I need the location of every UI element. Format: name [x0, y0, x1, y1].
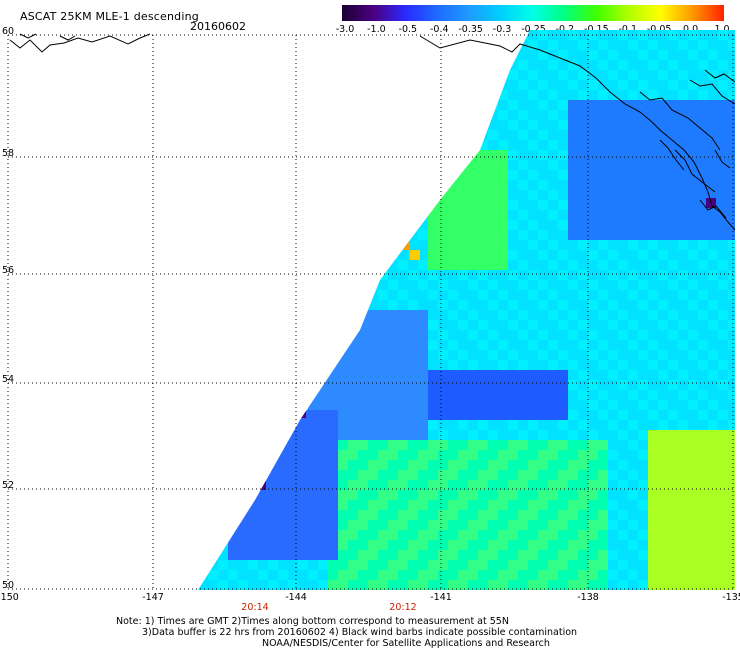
- colorbar-tick-label: -3.0: [335, 24, 355, 35]
- note-line-3: NOAA/NESDIS/Center for Satellite Applica…: [262, 638, 550, 649]
- note-line-1: Note: 1) Times are GMT 2)Times along bot…: [116, 616, 509, 627]
- longitude-label: -138: [577, 592, 599, 603]
- longitude-label: -141: [430, 592, 452, 603]
- colorbar-tick-label: -0.5: [398, 24, 418, 35]
- longitude-label: -150: [0, 592, 19, 603]
- colorbar-tick-label: -0.3: [492, 24, 512, 35]
- latitude-label: 52: [2, 480, 15, 491]
- colorbar-tick-label: -0.25: [521, 24, 546, 35]
- coastline: [9, 33, 736, 231]
- note-line-2: 3)Data buffer is 22 hrs from 20160602 4)…: [142, 627, 578, 638]
- map-date: 20160602: [190, 20, 246, 33]
- colorbar: [342, 5, 724, 21]
- colorbar-tick-label: -1.0: [367, 24, 386, 35]
- latitude-label: 54: [2, 374, 15, 385]
- colorbar-tick-label: -0.35: [458, 24, 483, 35]
- longitude-label: -144: [285, 592, 307, 603]
- latitude-label: 50: [2, 580, 15, 591]
- map-title: ASCAT 25KM MLE-1 descending: [20, 10, 199, 23]
- latitude-label: 56: [2, 265, 15, 276]
- colorbar-tick-label: -0.2: [555, 24, 575, 35]
- colorbar-tick-label: 1.0: [714, 24, 730, 35]
- lat-lon-grid: [7, 34, 735, 590]
- latitude-label: 60: [2, 26, 15, 37]
- time-label-2: 20:12: [389, 602, 417, 613]
- colorbar-tick-label: -0.15: [584, 24, 609, 35]
- latitude-label: 58: [2, 148, 15, 159]
- colorbar-tick-label: -0.05: [646, 24, 672, 35]
- time-label-1: 20:14: [241, 602, 269, 613]
- colorbar-tick-label: 0.0: [683, 24, 699, 35]
- colorbar-tick-label: -0.1: [618, 24, 638, 35]
- longitude-label: -135: [722, 592, 740, 603]
- colorbar-tick-label: -0.4: [429, 24, 449, 35]
- wind-speed-swath: [198, 30, 735, 590]
- longitude-label: -147: [142, 592, 164, 603]
